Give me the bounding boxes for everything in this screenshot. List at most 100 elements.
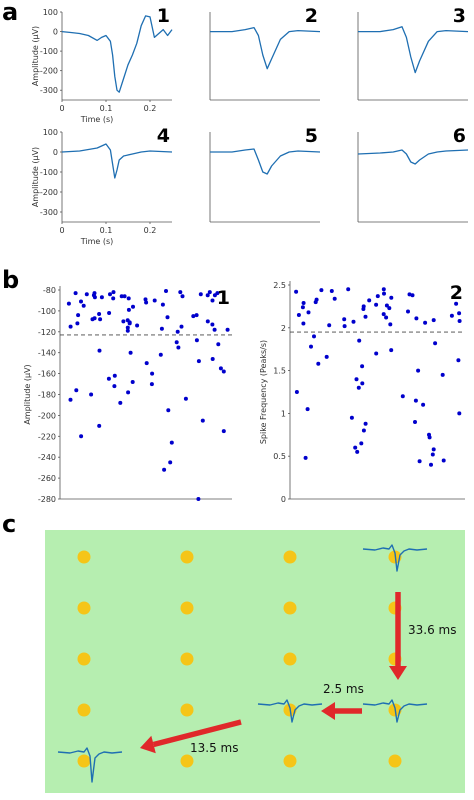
- data-point: [301, 321, 306, 326]
- data-point: [205, 293, 210, 298]
- data-point: [97, 348, 102, 353]
- data-point: [150, 371, 155, 376]
- subplot-number: 2: [450, 282, 463, 304]
- data-point: [354, 377, 359, 382]
- data-point: [212, 327, 217, 332]
- data-point: [196, 497, 201, 501]
- data-point: [135, 323, 140, 328]
- data-point: [414, 316, 419, 321]
- electrode-dot: [180, 652, 194, 666]
- data-point: [355, 449, 360, 454]
- data-point: [74, 388, 79, 393]
- data-point: [196, 359, 201, 364]
- data-point: [363, 421, 368, 426]
- data-point: [410, 293, 415, 298]
- electrode-dot: [180, 754, 194, 768]
- data-point: [381, 312, 386, 317]
- y-tick-label: 100: [43, 8, 58, 17]
- data-point: [127, 320, 132, 325]
- data-point: [316, 361, 321, 366]
- data-point: [319, 288, 324, 293]
- data-point: [296, 313, 301, 317]
- spike-trace: [362, 699, 428, 723]
- data-point: [112, 384, 117, 389]
- scatter-subplot-1: -80 -100 -120 -140 -160 -180 -200 -220 -240 -260 -…: [23, 286, 232, 504]
- y-tick-label: 2.5: [273, 281, 286, 290]
- data-point: [363, 314, 368, 319]
- data-point: [413, 420, 417, 424]
- subplot-number: 1: [217, 287, 230, 309]
- propagation-arrows: [140, 592, 407, 754]
- data-point: [430, 452, 435, 457]
- electrode-dot: [77, 703, 91, 717]
- y-tick-label: 1: [281, 409, 286, 418]
- data-point: [126, 296, 131, 301]
- spike-trace: [57, 747, 123, 783]
- data-point: [407, 292, 412, 297]
- electrode-dot: [283, 601, 297, 615]
- data-point: [128, 350, 133, 355]
- data-point: [294, 390, 299, 394]
- x-axis-label: Time (s): [80, 115, 114, 124]
- data-point: [106, 376, 111, 381]
- data-point: [309, 344, 313, 349]
- data-point: [159, 326, 164, 331]
- data-point: [79, 434, 84, 439]
- data-point: [221, 369, 226, 374]
- data-point: [384, 303, 389, 308]
- data-point: [92, 316, 97, 321]
- data-point: [119, 294, 124, 299]
- y-axis-label: Spike Frequency (Peaks/s): [259, 340, 268, 444]
- electrode-dot: [77, 550, 91, 564]
- data-point: [68, 397, 73, 402]
- data-point: [457, 319, 462, 323]
- data-point: [400, 394, 405, 399]
- y-axis-label: Amplitude (µV): [31, 147, 40, 207]
- data-point: [144, 300, 149, 305]
- data-point: [421, 402, 426, 407]
- data-point: [89, 392, 94, 397]
- data-point: [169, 440, 174, 445]
- data-point: [111, 296, 116, 301]
- y-tick-label: 1.5: [273, 367, 286, 376]
- data-point: [81, 303, 86, 308]
- data-point: [165, 315, 170, 320]
- subplot-number: 4: [157, 125, 170, 147]
- panel-label-a: a: [2, 0, 18, 26]
- data-point: [313, 300, 318, 305]
- x-tick-label: 0: [59, 226, 64, 235]
- data-point: [76, 313, 81, 318]
- data-point: [160, 302, 165, 307]
- electrode-dot: [180, 703, 194, 717]
- propagation-traces: [57, 544, 428, 783]
- data-point: [131, 304, 135, 309]
- data-point: [210, 322, 215, 327]
- delay-label-3: 13.5 ms: [190, 741, 238, 755]
- y-tick-label: -200: [38, 411, 56, 420]
- data-point: [360, 381, 365, 386]
- y-tick-label: 0: [53, 148, 58, 157]
- data-point: [158, 352, 163, 357]
- y-tick-label: -100: [40, 47, 58, 56]
- waveform-subplot-2: 2: [209, 5, 321, 101]
- data-point: [367, 298, 372, 303]
- data-point: [210, 357, 215, 361]
- data-point: [126, 307, 131, 312]
- data-point: [152, 298, 157, 303]
- data-point: [387, 306, 392, 311]
- data-point: [294, 289, 299, 294]
- data-point: [194, 313, 199, 318]
- panel-c-electrode-grid: 33.6 ms 2.5 ms 13.5 ms: [45, 530, 465, 793]
- data-point: [143, 297, 148, 302]
- y-tick-label: -240: [38, 453, 56, 462]
- data-point: [126, 390, 131, 395]
- electrode-dot: [283, 652, 297, 666]
- data-point: [68, 324, 73, 329]
- data-point: [66, 301, 71, 306]
- data-point: [454, 301, 459, 306]
- data-point: [215, 291, 220, 296]
- y-tick-label: -120: [38, 328, 56, 337]
- y-tick-label: -180: [38, 391, 56, 400]
